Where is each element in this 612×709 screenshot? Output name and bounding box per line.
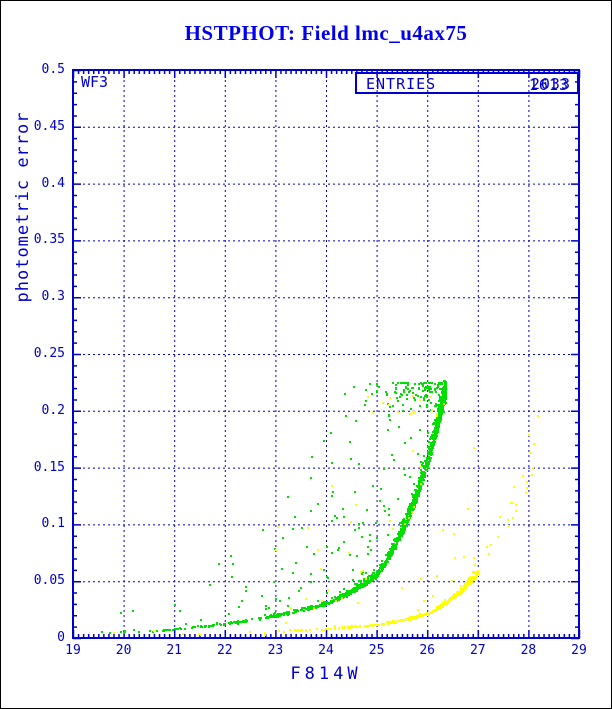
y-tick-label: 0.5 bbox=[41, 62, 65, 77]
y-tick-label: 0.45 bbox=[33, 118, 65, 134]
x-tick-label: 29 bbox=[571, 643, 587, 658]
y-tick-label: 0.15 bbox=[33, 459, 65, 475]
y-tick-label: 0.2 bbox=[41, 402, 65, 418]
y-tick-label: 0.4 bbox=[41, 175, 65, 191]
x-tick-label: 20 bbox=[115, 643, 132, 658]
page-title: HSTPHOT: Field lmc_u4ax75 bbox=[184, 21, 468, 45]
entries-label: ENTRIES bbox=[366, 75, 437, 93]
x-tick-label: 28 bbox=[520, 643, 537, 658]
entries-value-primary: 2033 bbox=[530, 75, 571, 93]
x-tick-label: 19 bbox=[65, 643, 81, 658]
y-tick-label: 0.05 bbox=[33, 573, 65, 589]
y-tick-label: 0.1 bbox=[41, 516, 65, 532]
x-tick-label: 25 bbox=[368, 643, 385, 658]
entries-values: 2033 1613 bbox=[511, 75, 571, 94]
x-tick-label: 27 bbox=[469, 643, 486, 658]
detector-label: WF3 bbox=[81, 73, 109, 91]
y-tick-label: 0 bbox=[57, 630, 65, 645]
x-tick-label: 22 bbox=[216, 643, 233, 658]
y-tick-label: 0.35 bbox=[33, 232, 65, 248]
y-tick-label: 0.3 bbox=[41, 289, 65, 305]
x-axis-title: F814W bbox=[290, 664, 362, 684]
x-tick-label: 24 bbox=[318, 643, 334, 658]
entries-box: ENTRIES 2033 1613 bbox=[355, 72, 579, 94]
y-tick-label: 0.25 bbox=[33, 346, 65, 361]
entries-value-secondary: 1613 bbox=[528, 76, 569, 94]
x-tick-label: 23 bbox=[267, 643, 284, 658]
x-tick-label: 21 bbox=[166, 643, 183, 658]
x-tick-label: 26 bbox=[419, 643, 436, 658]
y-axis-title: photometric error bbox=[13, 111, 33, 303]
